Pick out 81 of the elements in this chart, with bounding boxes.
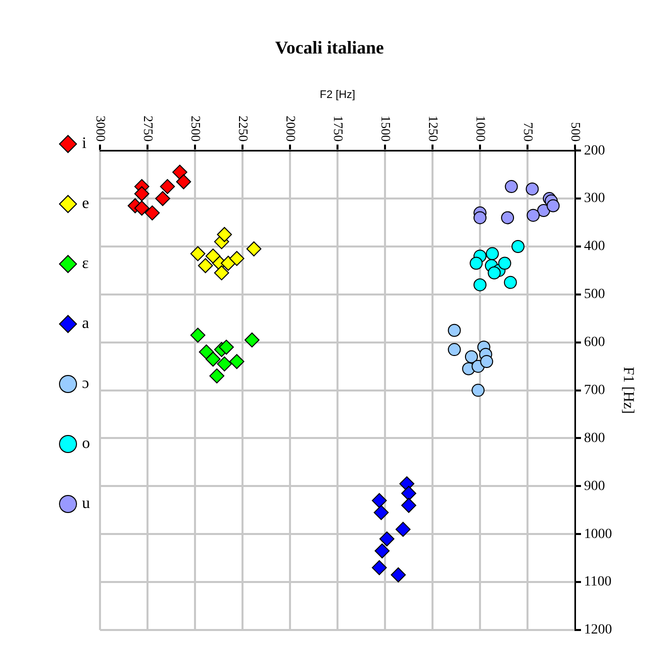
point <box>229 250 244 266</box>
point <box>134 200 150 216</box>
x-tick-label: 1500 <box>378 116 394 142</box>
point <box>220 256 236 271</box>
point <box>401 486 416 501</box>
y-tick-label: 1200 <box>584 622 612 638</box>
y-tick-label: 1000 <box>584 526 612 542</box>
point <box>229 354 244 370</box>
point <box>144 205 160 220</box>
point <box>512 240 524 253</box>
point <box>486 247 499 260</box>
point <box>396 522 411 537</box>
point <box>470 256 483 270</box>
x-tick-label: 2000 <box>284 116 299 142</box>
y-tick-label: 700 <box>584 382 605 398</box>
point <box>246 241 262 256</box>
point <box>218 340 234 355</box>
x-tick-label: 3000 <box>94 116 109 142</box>
point <box>379 531 394 546</box>
y-tick-label: 500 <box>584 287 605 302</box>
point <box>448 343 461 356</box>
x-tick-label: 1750 <box>331 116 346 142</box>
point <box>244 332 260 348</box>
point <box>526 182 539 196</box>
point <box>206 248 221 264</box>
point <box>172 164 188 180</box>
point <box>190 246 206 262</box>
chart-title: Vocali italiane <box>275 37 384 58</box>
y-tick-label: 200 <box>584 143 605 158</box>
legend-label: u <box>82 495 90 512</box>
y-tick-label: 600 <box>584 335 605 350</box>
point <box>488 266 501 280</box>
point <box>155 191 170 206</box>
point <box>401 498 416 513</box>
legend-label: i <box>82 135 87 152</box>
point <box>214 265 230 280</box>
point <box>206 352 221 367</box>
y-tick-label: 300 <box>584 191 605 206</box>
point <box>472 384 485 397</box>
y-tick-label: 900 <box>584 478 605 494</box>
point <box>474 211 486 224</box>
x-tick-label: 2250 <box>236 116 252 142</box>
point <box>372 493 387 508</box>
x-axis-title: F2 [Hz] <box>320 89 356 102</box>
legend-label: ɔ <box>82 375 90 392</box>
x-tick-label: 500 <box>568 122 584 142</box>
point <box>134 186 150 202</box>
point <box>374 543 390 558</box>
legend-label: e <box>82 195 90 212</box>
x-tick-label: 1000 <box>474 116 489 142</box>
x-tick-label: 2750 <box>141 116 156 142</box>
point <box>216 356 232 372</box>
legend-label: a <box>82 315 90 332</box>
x-tick-label: 2500 <box>188 116 204 142</box>
point <box>372 560 387 576</box>
point <box>390 567 406 582</box>
x-tick-label: 1250 <box>426 116 442 142</box>
point <box>374 505 389 520</box>
point <box>216 226 232 242</box>
point <box>198 258 213 274</box>
point <box>480 355 494 368</box>
point <box>209 368 224 384</box>
point <box>464 350 478 364</box>
y-tick-label: 800 <box>584 430 605 446</box>
point <box>474 278 486 292</box>
legend-label: ɛ <box>82 255 89 272</box>
point <box>498 256 512 270</box>
point <box>160 179 175 194</box>
y-tick-label: 1100 <box>584 574 612 590</box>
point <box>501 211 514 224</box>
legend-label: o <box>82 435 90 452</box>
point <box>504 180 518 194</box>
x-tick-label: 750 <box>521 122 536 142</box>
point <box>176 174 192 190</box>
point <box>190 328 206 343</box>
point <box>448 324 461 337</box>
point <box>504 276 517 289</box>
y-axis-title: F1 [Hz] <box>620 366 636 414</box>
y-tick-label: 400 <box>584 239 605 254</box>
point <box>546 199 560 212</box>
point <box>526 208 540 222</box>
